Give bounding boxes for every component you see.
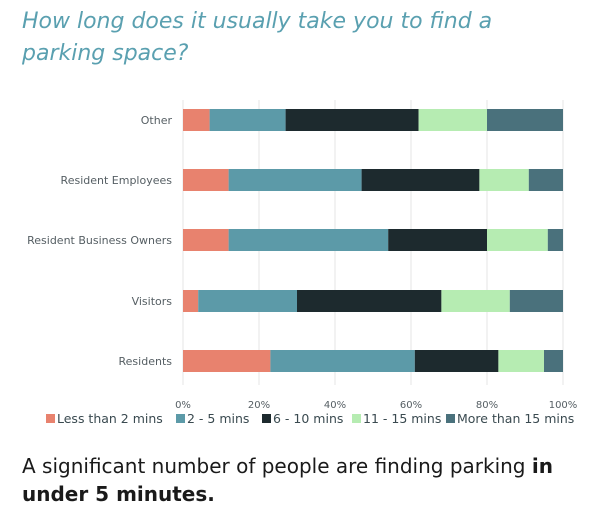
stacked-bar-chart: Other Resident Employees Resident Business… bbox=[27, 100, 577, 426]
x-tick-label: 20% bbox=[248, 400, 270, 411]
bar-segment bbox=[270, 350, 415, 372]
caption-emphasis: in under 5 minutes. bbox=[22, 454, 553, 506]
category-label: Other bbox=[141, 114, 173, 127]
legend-swatch bbox=[176, 414, 185, 423]
legend-label: 6 - 10 mins bbox=[273, 411, 343, 426]
category-label: Residents bbox=[119, 355, 173, 368]
bar-segment bbox=[479, 169, 529, 191]
legend-label: Less than 2 mins bbox=[57, 411, 163, 426]
bar-segment bbox=[528, 169, 563, 191]
bar-segment bbox=[198, 290, 297, 312]
bar-segment bbox=[361, 169, 480, 191]
bar-segment bbox=[285, 109, 419, 131]
bar-segment bbox=[498, 350, 544, 372]
x-axis-ticks: 0% 20% 40% 60% 80% 100% bbox=[175, 400, 577, 411]
bar-segment bbox=[487, 229, 548, 251]
category-label: Visitors bbox=[132, 295, 173, 308]
caption: A significant number of people are findi… bbox=[22, 452, 582, 508]
legend: Less than 2 mins 2 - 5 mins 6 - 10 mins 11 … bbox=[46, 411, 574, 426]
bar-segment bbox=[547, 229, 563, 251]
bar-segment bbox=[183, 109, 210, 131]
x-tick-label: 100% bbox=[549, 400, 578, 411]
bar-segment bbox=[228, 169, 362, 191]
bar-segment bbox=[441, 290, 510, 312]
category-label: Resident Employees bbox=[61, 174, 173, 187]
bar-segment bbox=[297, 290, 442, 312]
legend-swatch bbox=[446, 414, 455, 423]
bar-segment bbox=[414, 350, 499, 372]
bar-segment bbox=[183, 169, 229, 191]
bar-segment bbox=[183, 350, 271, 372]
x-tick-label: 80% bbox=[476, 400, 498, 411]
bar-segment bbox=[183, 229, 229, 251]
legend-label: 11 - 15 mins bbox=[363, 411, 441, 426]
bar-segment bbox=[418, 109, 487, 131]
legend-swatch bbox=[352, 414, 361, 423]
bar-segment bbox=[509, 290, 563, 312]
bar-segment bbox=[487, 109, 563, 131]
bar-segment bbox=[209, 109, 286, 131]
legend-label: 2 - 5 mins bbox=[187, 411, 249, 426]
x-tick-label: 40% bbox=[324, 400, 346, 411]
category-label: Resident Business Owners bbox=[27, 234, 172, 247]
bar-segment bbox=[228, 229, 389, 251]
bars bbox=[183, 109, 563, 372]
caption-text: A significant number of people are findi… bbox=[22, 454, 532, 478]
legend-swatch bbox=[46, 414, 55, 423]
bar-segment bbox=[544, 350, 563, 372]
chart-title: How long does it usually take you to fin… bbox=[22, 9, 493, 66]
x-tick-label: 0% bbox=[175, 400, 191, 411]
x-tick-label: 60% bbox=[400, 400, 422, 411]
category-labels: Other Resident Employees Resident Business… bbox=[27, 114, 172, 368]
bar-segment bbox=[388, 229, 487, 251]
bar-segment bbox=[183, 290, 199, 312]
legend-swatch bbox=[262, 414, 271, 423]
legend-label: More than 15 mins bbox=[457, 411, 574, 426]
